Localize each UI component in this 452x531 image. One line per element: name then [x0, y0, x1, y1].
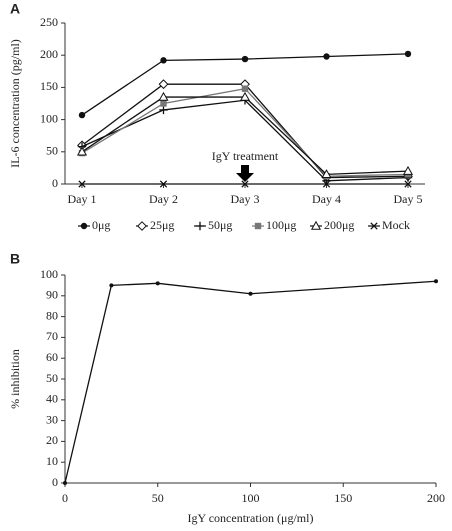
y-tick-label: 250	[40, 15, 58, 29]
y-tick-label: 100	[40, 111, 58, 125]
x-tick-label: Day 4	[312, 192, 341, 206]
series	[78, 180, 412, 188]
x-tick-label: 0	[62, 491, 68, 505]
marker	[155, 281, 160, 286]
x-tick-label: Day 5	[394, 192, 423, 206]
marker	[195, 221, 205, 231]
y-tick-label: 30	[46, 412, 58, 426]
x-tick-label: Day 2	[149, 192, 178, 206]
y-tick-label: 10	[46, 454, 58, 468]
y-tick-label: 60	[46, 350, 58, 364]
marker	[241, 55, 249, 63]
marker	[78, 111, 86, 119]
y-tick-label: 50	[46, 371, 58, 385]
marker	[76, 146, 88, 156]
x-tick-label: 100	[242, 491, 260, 505]
legend-label: 0μg	[92, 218, 110, 232]
marker	[78, 180, 86, 188]
panel-label: A	[10, 1, 20, 17]
marker	[241, 180, 249, 188]
y-tick-label: 40	[46, 392, 58, 406]
legend-label: 200μg	[324, 218, 354, 232]
marker	[158, 91, 169, 101]
x-tick-label: Day 3	[231, 192, 260, 206]
panel-label: B	[10, 251, 20, 267]
marker	[434, 279, 438, 284]
marker	[158, 79, 169, 90]
x-tick-label: 200	[427, 491, 445, 505]
y-tick-label: 100	[40, 267, 58, 281]
marker	[310, 220, 322, 230]
marker	[323, 53, 330, 60]
marker	[160, 100, 167, 107]
series	[63, 279, 438, 485]
series	[78, 50, 412, 119]
y-tick-label: 90	[46, 288, 58, 302]
marker	[137, 221, 147, 231]
y-tick-label: 20	[46, 433, 58, 447]
marker	[159, 180, 168, 188]
y-tick-label: 200	[40, 47, 58, 61]
arrow	[236, 165, 254, 182]
legend-label: Mock	[382, 218, 410, 232]
x-tick-label: 50	[152, 491, 164, 505]
legend-label: 25μg	[150, 218, 174, 232]
marker	[80, 222, 88, 230]
y-tick-label: 70	[46, 329, 58, 343]
marker	[63, 481, 67, 485]
y-tick-label: 80	[46, 308, 58, 322]
x-axis-label: IgY concentration (μg/ml)	[188, 511, 314, 525]
marker	[248, 291, 253, 296]
marker	[160, 57, 167, 64]
y-axis-label: IL-6 concentration (pg/ml)	[8, 39, 22, 168]
marker	[404, 180, 412, 188]
x-tick-label: Day 1	[68, 192, 97, 206]
marker	[404, 50, 412, 58]
marker	[159, 105, 168, 115]
marker	[321, 169, 332, 179]
y-tick-label: 150	[40, 79, 58, 93]
marker	[370, 222, 378, 230]
marker	[239, 91, 251, 101]
marker	[254, 222, 262, 230]
marker	[402, 165, 414, 175]
x-tick-label: 150	[334, 491, 352, 505]
y-tick-label: 0	[52, 176, 58, 190]
legend-label: 50μg	[208, 218, 232, 232]
annotation: IgY treatment	[212, 149, 279, 163]
marker	[322, 180, 331, 188]
marker	[241, 85, 249, 92]
y-tick-label: 0	[52, 475, 58, 489]
data-line	[64, 280, 437, 484]
y-tick-label: 50	[46, 144, 58, 158]
marker	[109, 283, 114, 288]
legend-label: 100μg	[266, 218, 296, 232]
y-axis-label: % inhibition	[8, 349, 22, 409]
series	[76, 91, 414, 179]
